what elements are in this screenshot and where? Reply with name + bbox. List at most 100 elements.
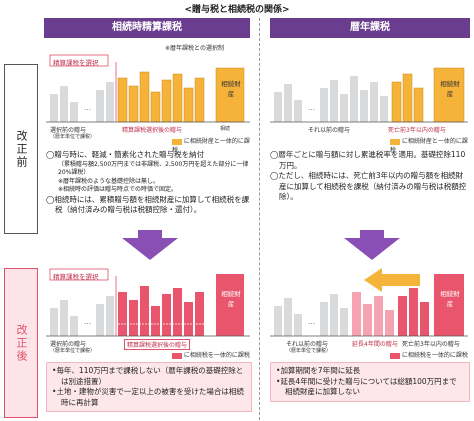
right-before-svg: … xyxy=(270,67,468,123)
left-before-explanation: ◯贈与時に、軽減・簡素化された贈与税を納付 （累積贈与額2,500万円までは非課… xyxy=(46,150,256,216)
bar xyxy=(402,73,413,123)
right-after-bullet-1: •加算期間を7年間に延長 xyxy=(276,366,361,375)
right-before-chart: … 相続財産 それ以前の贈与 死亡前3年以内の贈与 xyxy=(268,52,472,142)
right-down-arrow-icon xyxy=(344,238,400,260)
bar xyxy=(50,308,58,336)
right-before-gray-bars xyxy=(274,76,388,122)
right-after-ext-bars xyxy=(352,292,394,336)
bar xyxy=(194,77,205,123)
arrow-head xyxy=(364,268,382,292)
right-before-prior-label: それ以前の贈与 xyxy=(308,127,351,134)
left-down-arrow-icon xyxy=(122,238,178,260)
right-before-estate-label: 相続財産 xyxy=(440,80,460,98)
bullet-text: ただし、相続時には、死亡前3年以内の贈与額を相続財産に加算して相続税を課税（納付… xyxy=(278,171,467,201)
estate-bar xyxy=(434,274,464,336)
estate-bar xyxy=(215,67,245,123)
right-after-svg: … xyxy=(270,268,468,337)
ellipsis: … xyxy=(84,318,91,326)
right-before-bullet-2: ◯ただし、相続時には、死亡前3年以内の贈与額を相続財産に加算して相続税を課税（納… xyxy=(270,171,467,201)
left-after-bullet-2: •土地・建物が災害で一定以上の被害を受けた場合は相続時に再計算 xyxy=(52,387,244,407)
legend-text: に相続税を一体的に課税 xyxy=(401,352,468,359)
right-before-bullet-1: ◯暦年ごとに贈与額に対し累進税率を適用。基礎控除110万円。 xyxy=(270,150,466,170)
left-before-gray-bars xyxy=(50,82,114,122)
right-after-within-label: 死亡前3年以内の贈与 xyxy=(402,341,460,348)
bullet-text: 贈与時に、軽減・簡素化された贈与税を納付 xyxy=(54,150,205,159)
bar xyxy=(352,292,361,336)
left-top-note: ※暦年課税との選択制 xyxy=(165,45,224,52)
bar xyxy=(294,314,302,336)
bar xyxy=(118,292,127,336)
bar xyxy=(151,306,160,336)
left-before-tag: 精算課税を選択 xyxy=(53,59,99,67)
column-divider xyxy=(259,18,260,420)
sidebar-after-reform: 改正後 xyxy=(4,268,38,418)
left-after-gray-bars xyxy=(50,296,114,336)
bar xyxy=(129,300,138,336)
bar xyxy=(161,79,172,123)
bar xyxy=(391,81,402,123)
bullet-text: 土地・建物が災害で一定以上の被害を受けた場合は相続時に再計算 xyxy=(56,387,244,407)
bullet-text: 加算期間を7年間に延長 xyxy=(280,366,361,375)
bar xyxy=(294,100,302,122)
bar xyxy=(183,87,194,123)
bar xyxy=(320,302,328,336)
bar xyxy=(172,73,183,123)
bar xyxy=(420,302,429,336)
bar xyxy=(374,296,383,336)
bullet-text: 延長4年間に受けた贈与については総額100万円まで相続財産に加算しない xyxy=(280,376,457,397)
right-after-legend: に相続税を一体的に課税 xyxy=(390,350,472,359)
right-after-prior-label: それ以前の贈与 xyxy=(286,341,329,348)
left-column-header: 相続時精算課税 xyxy=(44,18,250,38)
bar xyxy=(380,96,388,122)
bar xyxy=(284,298,292,336)
left-after-estate-label: 相続財産 xyxy=(221,290,241,308)
bar xyxy=(330,80,338,122)
left-before-bullet-2: ◯相続時には、累積贈与額を相続財産に加算して相続税を課税（納付済みの贈与税は税額… xyxy=(46,194,250,215)
bar xyxy=(398,296,407,336)
bar xyxy=(150,91,161,123)
bar xyxy=(320,88,328,122)
bullet-text: 暦年ごとに贈与額に対し累進税率を適用。基礎控除110万円。 xyxy=(278,150,466,170)
legend-text: に相続税を一体的に課税 xyxy=(183,352,250,359)
bullet-text: 毎年、110万円まで課税しない（暦年課税の基礎控除とは別途措置） xyxy=(56,366,244,386)
sidebar-before-label: 改正前 xyxy=(15,129,28,169)
ellipsis: … xyxy=(84,104,91,112)
sidebar-before-reform: 改正前 xyxy=(4,64,38,234)
bullet-text: 相続時には、累積贈与額を相続財産に加算して相続税を課税（納付済みの贈与税は税額控… xyxy=(54,194,250,215)
bar xyxy=(350,76,358,122)
right-before-orange-bars xyxy=(391,67,465,123)
bar xyxy=(96,304,104,336)
right-before-within-label: 死亡前3年以内の贈与 xyxy=(388,127,446,134)
bar xyxy=(184,302,193,336)
left-down-arrow-stem xyxy=(138,230,162,238)
right-before-explanation: ◯暦年ごとに贈与額に対し累進税率を適用。基礎控除110万円。 ◯ただし、相続時に… xyxy=(270,150,470,203)
bar xyxy=(370,82,378,122)
right-column-header: 暦年課税 xyxy=(270,18,470,38)
left-before-souzoku: 相続 xyxy=(220,126,231,132)
legend-swatch xyxy=(390,138,400,145)
tag-box xyxy=(49,268,109,281)
right-after-gray-bars xyxy=(274,294,348,336)
bar xyxy=(117,77,128,123)
bar xyxy=(70,102,78,122)
left-before-prior-label: 選択前の贈与 xyxy=(50,127,87,134)
left-after-after-label: 精算課税選択後の贈与 xyxy=(124,339,191,350)
arrow-body xyxy=(380,274,420,286)
left-before-bullet-1b: （累積贈与額2,500万円までは非課税、2,500万円を超えた部分に一律20%課… xyxy=(58,160,249,177)
page-title: <贈与税と相続税の関係> xyxy=(184,5,290,15)
bar xyxy=(140,286,149,336)
bar xyxy=(409,288,418,336)
bar xyxy=(274,92,282,122)
left-after-legend: に相続税を一体的に課税 xyxy=(172,350,254,359)
bar xyxy=(360,90,368,122)
bar xyxy=(96,90,104,122)
left-before-estate-label: 相続財産 xyxy=(221,80,241,98)
right-after-prior-sublabel: （暦年単位で課税） xyxy=(286,348,332,354)
ellipsis: … xyxy=(308,318,315,326)
left-after-pink-bars xyxy=(118,274,244,336)
left-before-after-label: 精算課税選択後の贈与 xyxy=(122,127,183,134)
bar xyxy=(106,296,114,336)
left-before-svg: … xyxy=(46,54,250,123)
left-before-note-2: ※相続時の評価は贈与時点での時価で固定。 xyxy=(58,186,178,193)
bar xyxy=(139,71,150,123)
